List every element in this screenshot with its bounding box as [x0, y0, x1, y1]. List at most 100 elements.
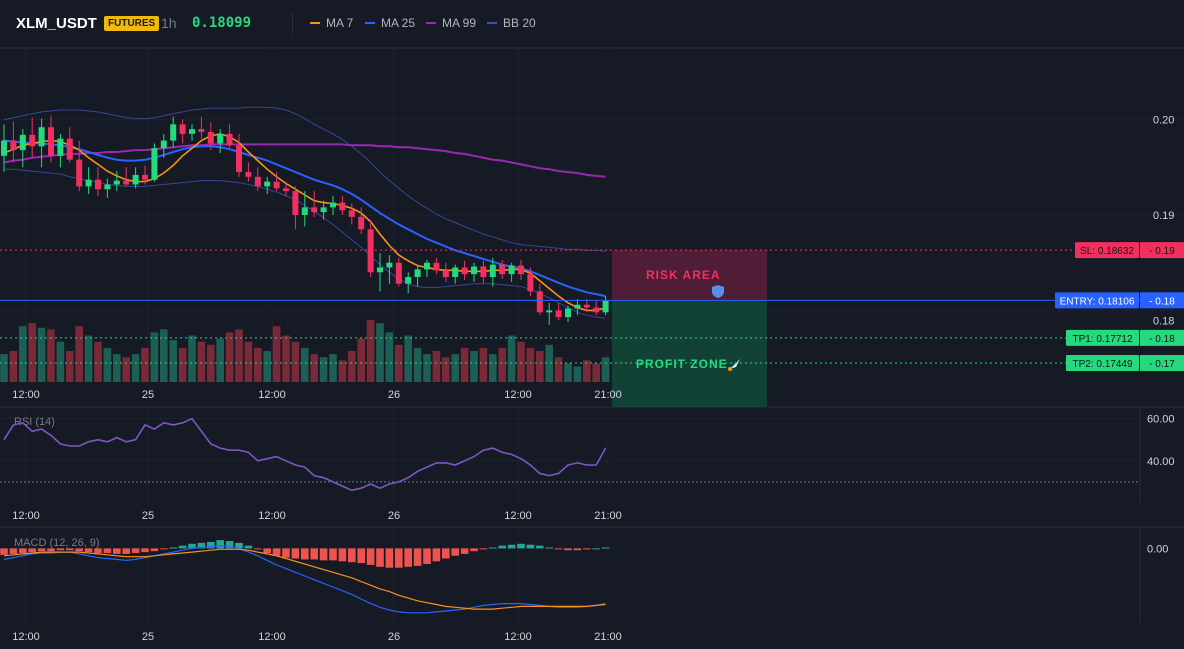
volume-bar: [413, 347, 422, 382]
candle-body: [170, 124, 177, 141]
candle-body: [245, 172, 252, 177]
macd-histogram-bar: [207, 541, 215, 549]
entry-label-box: [1055, 292, 1139, 309]
symbol-title[interactable]: XLM_USDT: [16, 15, 97, 32]
volume-bar: [507, 335, 516, 382]
candle-body: [536, 291, 543, 313]
tp1-label-box: [1066, 329, 1139, 346]
candle-body: [104, 184, 111, 190]
legend-swatch-ma25: [365, 22, 375, 24]
rocket-icon: [730, 359, 740, 369]
macd-histogram-bar: [348, 548, 356, 563]
volume-bar: [66, 351, 74, 382]
tp2-axis-label: - 0.17: [1149, 359, 1175, 370]
volume-bar: [188, 335, 196, 382]
legend-ma25[interactable]: MA 25: [365, 16, 415, 30]
volume-bar: [404, 335, 412, 382]
sl-label: SL: 0.18632: [1080, 246, 1134, 257]
macd-histogram-bar: [470, 548, 478, 552]
time-tick-label: 25: [142, 631, 154, 643]
tp2-label-box: [1066, 355, 1139, 372]
time-tick-label: 12:00: [12, 510, 40, 522]
macd-histogram-bar: [169, 547, 177, 549]
macd-histogram-bar: [56, 548, 65, 551]
volume-bar: [432, 351, 441, 382]
macd-histogram-bar: [385, 548, 394, 568]
chart-header: XLM_USDT FUTURES 1h 0.18099 MA 7 MA 25 M…: [0, 0, 1184, 48]
legend-bb20[interactable]: BB 20: [487, 16, 536, 30]
macd-title: MACD (12, 26, 9): [14, 537, 100, 549]
candle-body: [565, 308, 571, 318]
macd-histogram-bar: [442, 548, 450, 559]
macd-histogram-bar: [113, 548, 121, 554]
time-tick-label: 12:00: [504, 389, 532, 401]
macd-histogram-bar: [254, 548, 262, 550]
legend-ma7[interactable]: MA 7: [310, 16, 353, 30]
macd-histogram-bar: [178, 545, 187, 549]
volume-bar: [150, 332, 159, 382]
legend-swatch-bb20: [487, 22, 497, 24]
macd-histogram-bar: [216, 540, 224, 549]
volume-bar: [216, 338, 224, 382]
macd-histogram-bar: [0, 548, 8, 555]
volume-bar: [28, 323, 36, 382]
volume-bar: [479, 347, 488, 382]
macd-histogram-bar: [526, 544, 535, 549]
volume-bar: [564, 363, 572, 382]
volume-bar: [423, 354, 431, 382]
macd-histogram-bar: [554, 548, 563, 550]
trade-levels: SL: 0.18632 - 0.19 ENTRY: 0.18106 - 0.18 TP1…: [0, 242, 1184, 372]
volume-bar: [84, 335, 93, 382]
macd-histogram-bar: [338, 548, 347, 562]
candle-body: [480, 266, 487, 278]
macd-histogram-bar: [188, 543, 196, 549]
legend-ma99[interactable]: MA 99: [426, 16, 476, 30]
macd-histogram-bar: [47, 548, 55, 552]
candle-body: [499, 264, 506, 275]
macd-histogram-bar: [376, 548, 384, 567]
volume-bar: [442, 357, 450, 382]
macd-histogram-bar: [244, 545, 253, 549]
legend-swatch-ma99: [426, 22, 436, 24]
volume-bar: [263, 351, 271, 382]
volume-bar: [376, 323, 384, 382]
volume-bars: [0, 320, 610, 382]
macd-tick-label: 0.00: [1147, 543, 1168, 555]
macd-histogram-bar: [395, 548, 403, 568]
candle-body: [254, 176, 261, 187]
volume-bar: [470, 351, 478, 382]
macd-histogram-bar: [263, 548, 271, 553]
candle-body: [452, 267, 459, 278]
volume-bar: [517, 341, 525, 382]
candle-body: [508, 265, 515, 275]
macd-histogram-bar: [545, 547, 553, 549]
candle-body: [339, 202, 346, 211]
time-tick-label: 12:00: [12, 631, 40, 643]
risk-area-label: RISK AREA: [646, 268, 721, 282]
candle-body: [207, 131, 214, 144]
macd-grid: [0, 528, 1140, 623]
candle-body: [283, 188, 289, 192]
macd-histogram-bar: [94, 548, 102, 553]
macd-histogram-bar: [413, 548, 422, 566]
candle-body: [527, 274, 534, 292]
macd-histogram-bar: [507, 544, 516, 549]
sl-axis-label: - 0.19: [1149, 246, 1175, 257]
time-axes: 12:00 25 12:00 26 12:00 21:00 12:00 25 12:00 26 12…: [12, 389, 622, 643]
time-tick-label: 25: [142, 389, 154, 401]
candle-body: [367, 229, 374, 273]
entry-axis-label: - 0.18: [1149, 296, 1175, 307]
candle-body: [471, 266, 477, 275]
risk-area-zone: [612, 250, 767, 301]
macd-histogram-bar: [272, 548, 281, 556]
candle-body: [377, 267, 383, 273]
volume-bar: [244, 341, 253, 382]
candle-body: [189, 129, 195, 134]
candle-body: [405, 277, 412, 284]
candle-body: [433, 262, 440, 271]
legend-label-ma99: MA 99: [442, 16, 477, 30]
interval-label[interactable]: 1h: [161, 15, 177, 31]
volume-bar: [348, 351, 356, 382]
volume-bar: [554, 357, 563, 382]
